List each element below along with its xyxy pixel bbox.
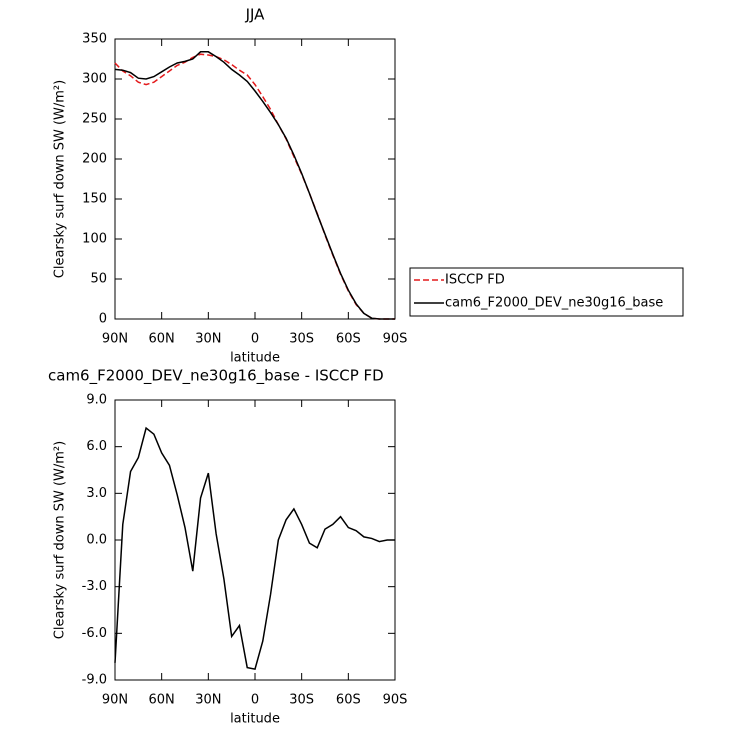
x-tick-label: 90N bbox=[102, 693, 128, 708]
data-line bbox=[114, 51, 395, 320]
x-tick-label: 60N bbox=[149, 332, 175, 347]
y-tick-label: -9.0 bbox=[82, 673, 107, 688]
x-tick-label: 0 bbox=[251, 332, 259, 347]
x-tick-label: 90S bbox=[383, 332, 408, 347]
legend-box bbox=[409, 267, 684, 317]
data-line bbox=[114, 426, 395, 670]
x-tick-label: 0 bbox=[251, 693, 259, 708]
y-axis-label: Clearsky surf down SW (W/m²) bbox=[53, 441, 68, 639]
y-tick-label: 250 bbox=[82, 112, 107, 127]
legend-label: cam6_F2000_DEV_ne30g16_base bbox=[445, 296, 663, 311]
y-tick-label: 6.0 bbox=[86, 439, 107, 454]
x-tick-label: 30S bbox=[289, 693, 314, 708]
chart-title: cam6_F2000_DEV_ne30g16_base - ISCCP FD bbox=[48, 367, 384, 386]
y-tick-label: 150 bbox=[82, 192, 107, 207]
x-tick-label: 90S bbox=[383, 693, 408, 708]
plot-frame bbox=[114, 38, 396, 320]
y-tick-label: 300 bbox=[82, 72, 107, 87]
y-tick-label: 50 bbox=[90, 272, 107, 287]
y-tick-label: -3.0 bbox=[82, 579, 107, 594]
x-tick-label: 30N bbox=[195, 693, 221, 708]
chart-title: JJA bbox=[245, 6, 266, 24]
legend-label: ISCCP FD bbox=[445, 273, 505, 288]
x-tick-label: 30N bbox=[195, 332, 221, 347]
y-tick-label: -6.0 bbox=[82, 626, 107, 641]
y-tick-label: 9.0 bbox=[86, 393, 107, 408]
y-tick-label: 3.0 bbox=[86, 486, 107, 501]
y-tick-label: 100 bbox=[82, 232, 107, 247]
x-tick-label: 60S bbox=[336, 332, 361, 347]
y-tick-label: 200 bbox=[82, 152, 107, 167]
x-tick-label: 60S bbox=[336, 693, 361, 708]
y-tick-label: 0 bbox=[99, 312, 107, 327]
x-axis-label: latitude bbox=[230, 351, 280, 366]
x-tick-label: 60N bbox=[149, 693, 175, 708]
y-axis-label: Clearsky surf down SW (W/m²) bbox=[53, 80, 68, 278]
data-line bbox=[114, 53, 395, 320]
y-tick-label: 350 bbox=[82, 32, 107, 47]
x-tick-label: 90N bbox=[102, 332, 128, 347]
x-tick-label: 30S bbox=[289, 332, 314, 347]
x-axis-label: latitude bbox=[230, 712, 280, 727]
y-tick-label: 0.0 bbox=[86, 533, 107, 548]
